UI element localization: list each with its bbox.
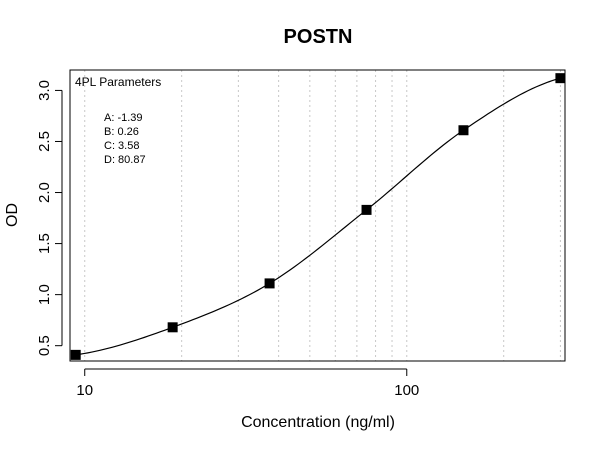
y-tick-label: 2.5 bbox=[36, 131, 53, 152]
y-tick-label: 1.0 bbox=[36, 284, 53, 305]
data-point bbox=[264, 278, 275, 289]
data-point bbox=[458, 125, 469, 136]
data-point bbox=[555, 73, 566, 84]
y-axis-label: OD bbox=[4, 203, 21, 227]
parameters-annotation: 4PL Parameters A: -1.39 B: 0.26 C: 3.58 … bbox=[75, 75, 161, 166]
y-axis: 0.5 1.0 1.5 2.0 2.5 3.0 bbox=[36, 80, 63, 356]
y-tick-label: 0.5 bbox=[36, 335, 53, 356]
annotation-header: 4PL Parameters bbox=[75, 75, 161, 89]
x-tick-label: 100 bbox=[394, 382, 419, 399]
data-point bbox=[167, 322, 178, 333]
fit-curve bbox=[75, 77, 561, 356]
data-points bbox=[70, 73, 566, 360]
annotation-line: D: 80.87 bbox=[104, 154, 146, 166]
annotation-line: A: -1.39 bbox=[104, 112, 143, 124]
grid bbox=[84, 70, 561, 361]
chart-title: POSTN bbox=[284, 26, 353, 48]
x-axis: 10 100 bbox=[76, 368, 419, 399]
x-tick-label: 10 bbox=[76, 382, 93, 399]
annotation-line: C: 3.58 bbox=[104, 140, 139, 152]
x-axis-label: Concentration (ng/ml) bbox=[241, 414, 395, 431]
annotation-line: B: 0.26 bbox=[104, 126, 139, 138]
y-tick-label: 1.5 bbox=[36, 233, 53, 254]
data-point bbox=[70, 349, 81, 360]
y-tick-label: 2.0 bbox=[36, 182, 53, 203]
data-point bbox=[361, 204, 372, 215]
plot-frame bbox=[69, 69, 566, 362]
y-tick-label: 3.0 bbox=[36, 80, 53, 101]
